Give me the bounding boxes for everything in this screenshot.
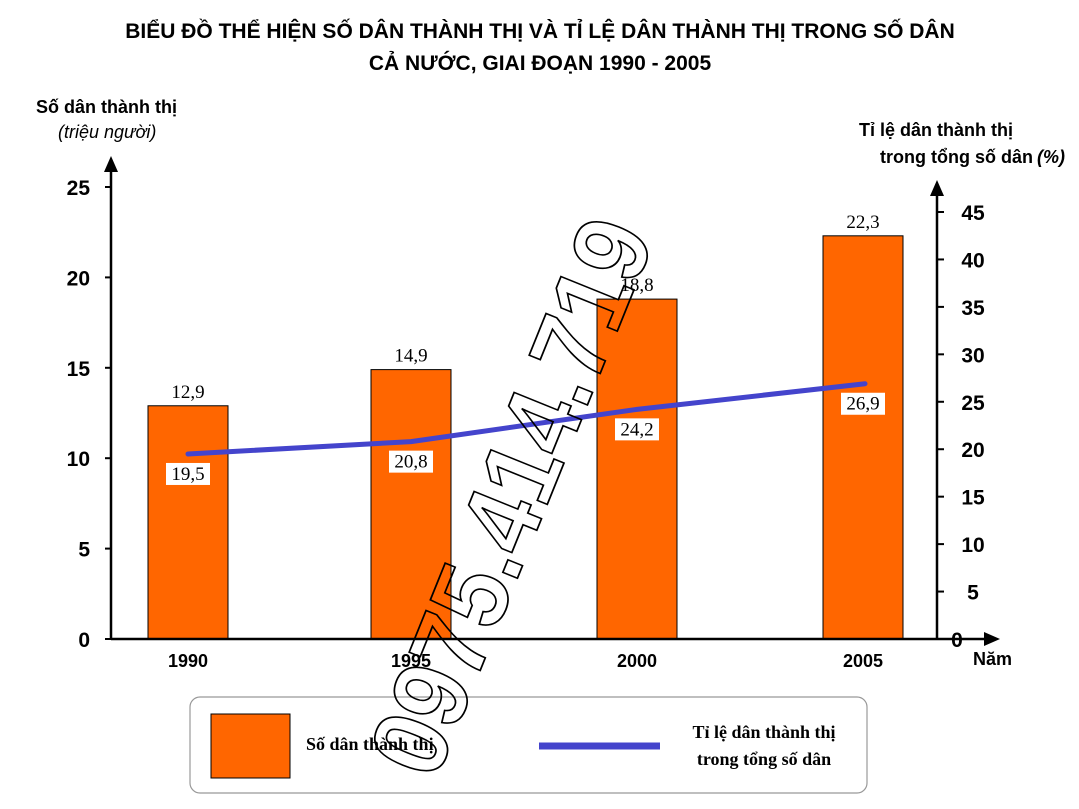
y-left-axis-label: Số dân thành thị [36, 97, 177, 117]
y-right-tick-label: 30 [961, 344, 984, 367]
bar-value-label: 18,8 [620, 275, 653, 296]
legend-frame [189, 696, 868, 794]
y-right-ticks: 0 5 10 15 20 25 30 35 40 45 [937, 202, 985, 652]
y-right-axis-arrow [930, 180, 944, 196]
legend-bar-swatch [210, 713, 291, 779]
axes: Năm [104, 156, 1012, 669]
y-right-axis-label-line2: trong tổng số dân [880, 147, 1033, 167]
y-right-axis-label-line1: Tỉ lệ dân thành thị [859, 120, 1013, 140]
bar-2005 [822, 235, 904, 640]
y-left-tick-label: 25 [67, 177, 91, 200]
legend-bar-label: Số dân thành thị [306, 734, 434, 754]
line-series-path [185, 381, 868, 457]
x-axis-label: Năm [973, 649, 1012, 669]
y-left-tick-label: 5 [78, 539, 90, 562]
y-right-axis-unit: (%) [1037, 147, 1065, 167]
y-right-tick-label: 5 [967, 582, 979, 605]
bar-value-label: 14,9 [394, 346, 427, 367]
x-axis-ticks: 1990 1995 2000 2005 [168, 651, 883, 671]
line-value-bg [389, 450, 433, 473]
y-right-tick-label: 25 [961, 392, 985, 415]
bar-value-label: 12,9 [171, 382, 204, 403]
legend-line-label-line1: Tỉ lệ dân thành thị [692, 722, 835, 742]
chart-title-line2: CẢ NƯỚC, GIAI ĐOẠN 1990 - 2005 [369, 51, 712, 75]
y-right-tick-label: 20 [961, 439, 984, 462]
line-value-bg [615, 418, 659, 441]
bar-value-label: 22,3 [846, 212, 879, 233]
y-left-tick-label: 10 [67, 448, 90, 471]
line-value-bg [166, 462, 210, 485]
y-left-axis-arrow [104, 156, 118, 172]
line-value-bg [841, 392, 885, 415]
y-right-tick-label: 40 [961, 249, 984, 272]
y-left-tick-label: 15 [67, 358, 91, 381]
x-tick-label: 1995 [391, 651, 431, 671]
y-left-tick-label: 0 [78, 629, 90, 652]
legend: Số dân thành thị Tỉ lệ dân thành thị tro… [189, 696, 868, 794]
y-right-tick-label: 15 [961, 487, 985, 510]
y-right-tick-label: 35 [961, 297, 985, 320]
x-axis-arrow [984, 632, 1000, 646]
x-tick-label: 1990 [168, 651, 208, 671]
y-right-tick-label: 0 [951, 629, 963, 652]
y-left-tick-label: 20 [67, 267, 90, 290]
y-right-tick-label: 10 [961, 534, 984, 557]
chart-title-line1: BIỂU ĐỒ THỂ HIỆN SỐ DÂN THÀNH THỊ VÀ TỈ … [125, 19, 955, 43]
bar-series: 12,9 14,9 18,8 22,3 [147, 212, 904, 640]
y-left-ticks: 0 5 10 15 20 25 [67, 177, 111, 652]
line-value-label: 20,8 [394, 452, 427, 473]
y-right-tick-label: 45 [961, 202, 985, 225]
bar-2000 [596, 298, 678, 640]
line-series: 19,5 20,8 24,2 26,9 [166, 381, 885, 485]
x-tick-label: 2005 [843, 651, 883, 671]
line-value-label: 24,2 [620, 419, 653, 440]
y-left-axis-unit: (triệu người) [58, 122, 156, 142]
legend-line-label-line2: trong tổng số dân [697, 749, 831, 769]
line-value-label: 19,5 [171, 464, 204, 485]
bar-1990 [147, 405, 229, 640]
line-value-label: 26,9 [846, 394, 879, 415]
x-tick-label: 2000 [617, 651, 657, 671]
